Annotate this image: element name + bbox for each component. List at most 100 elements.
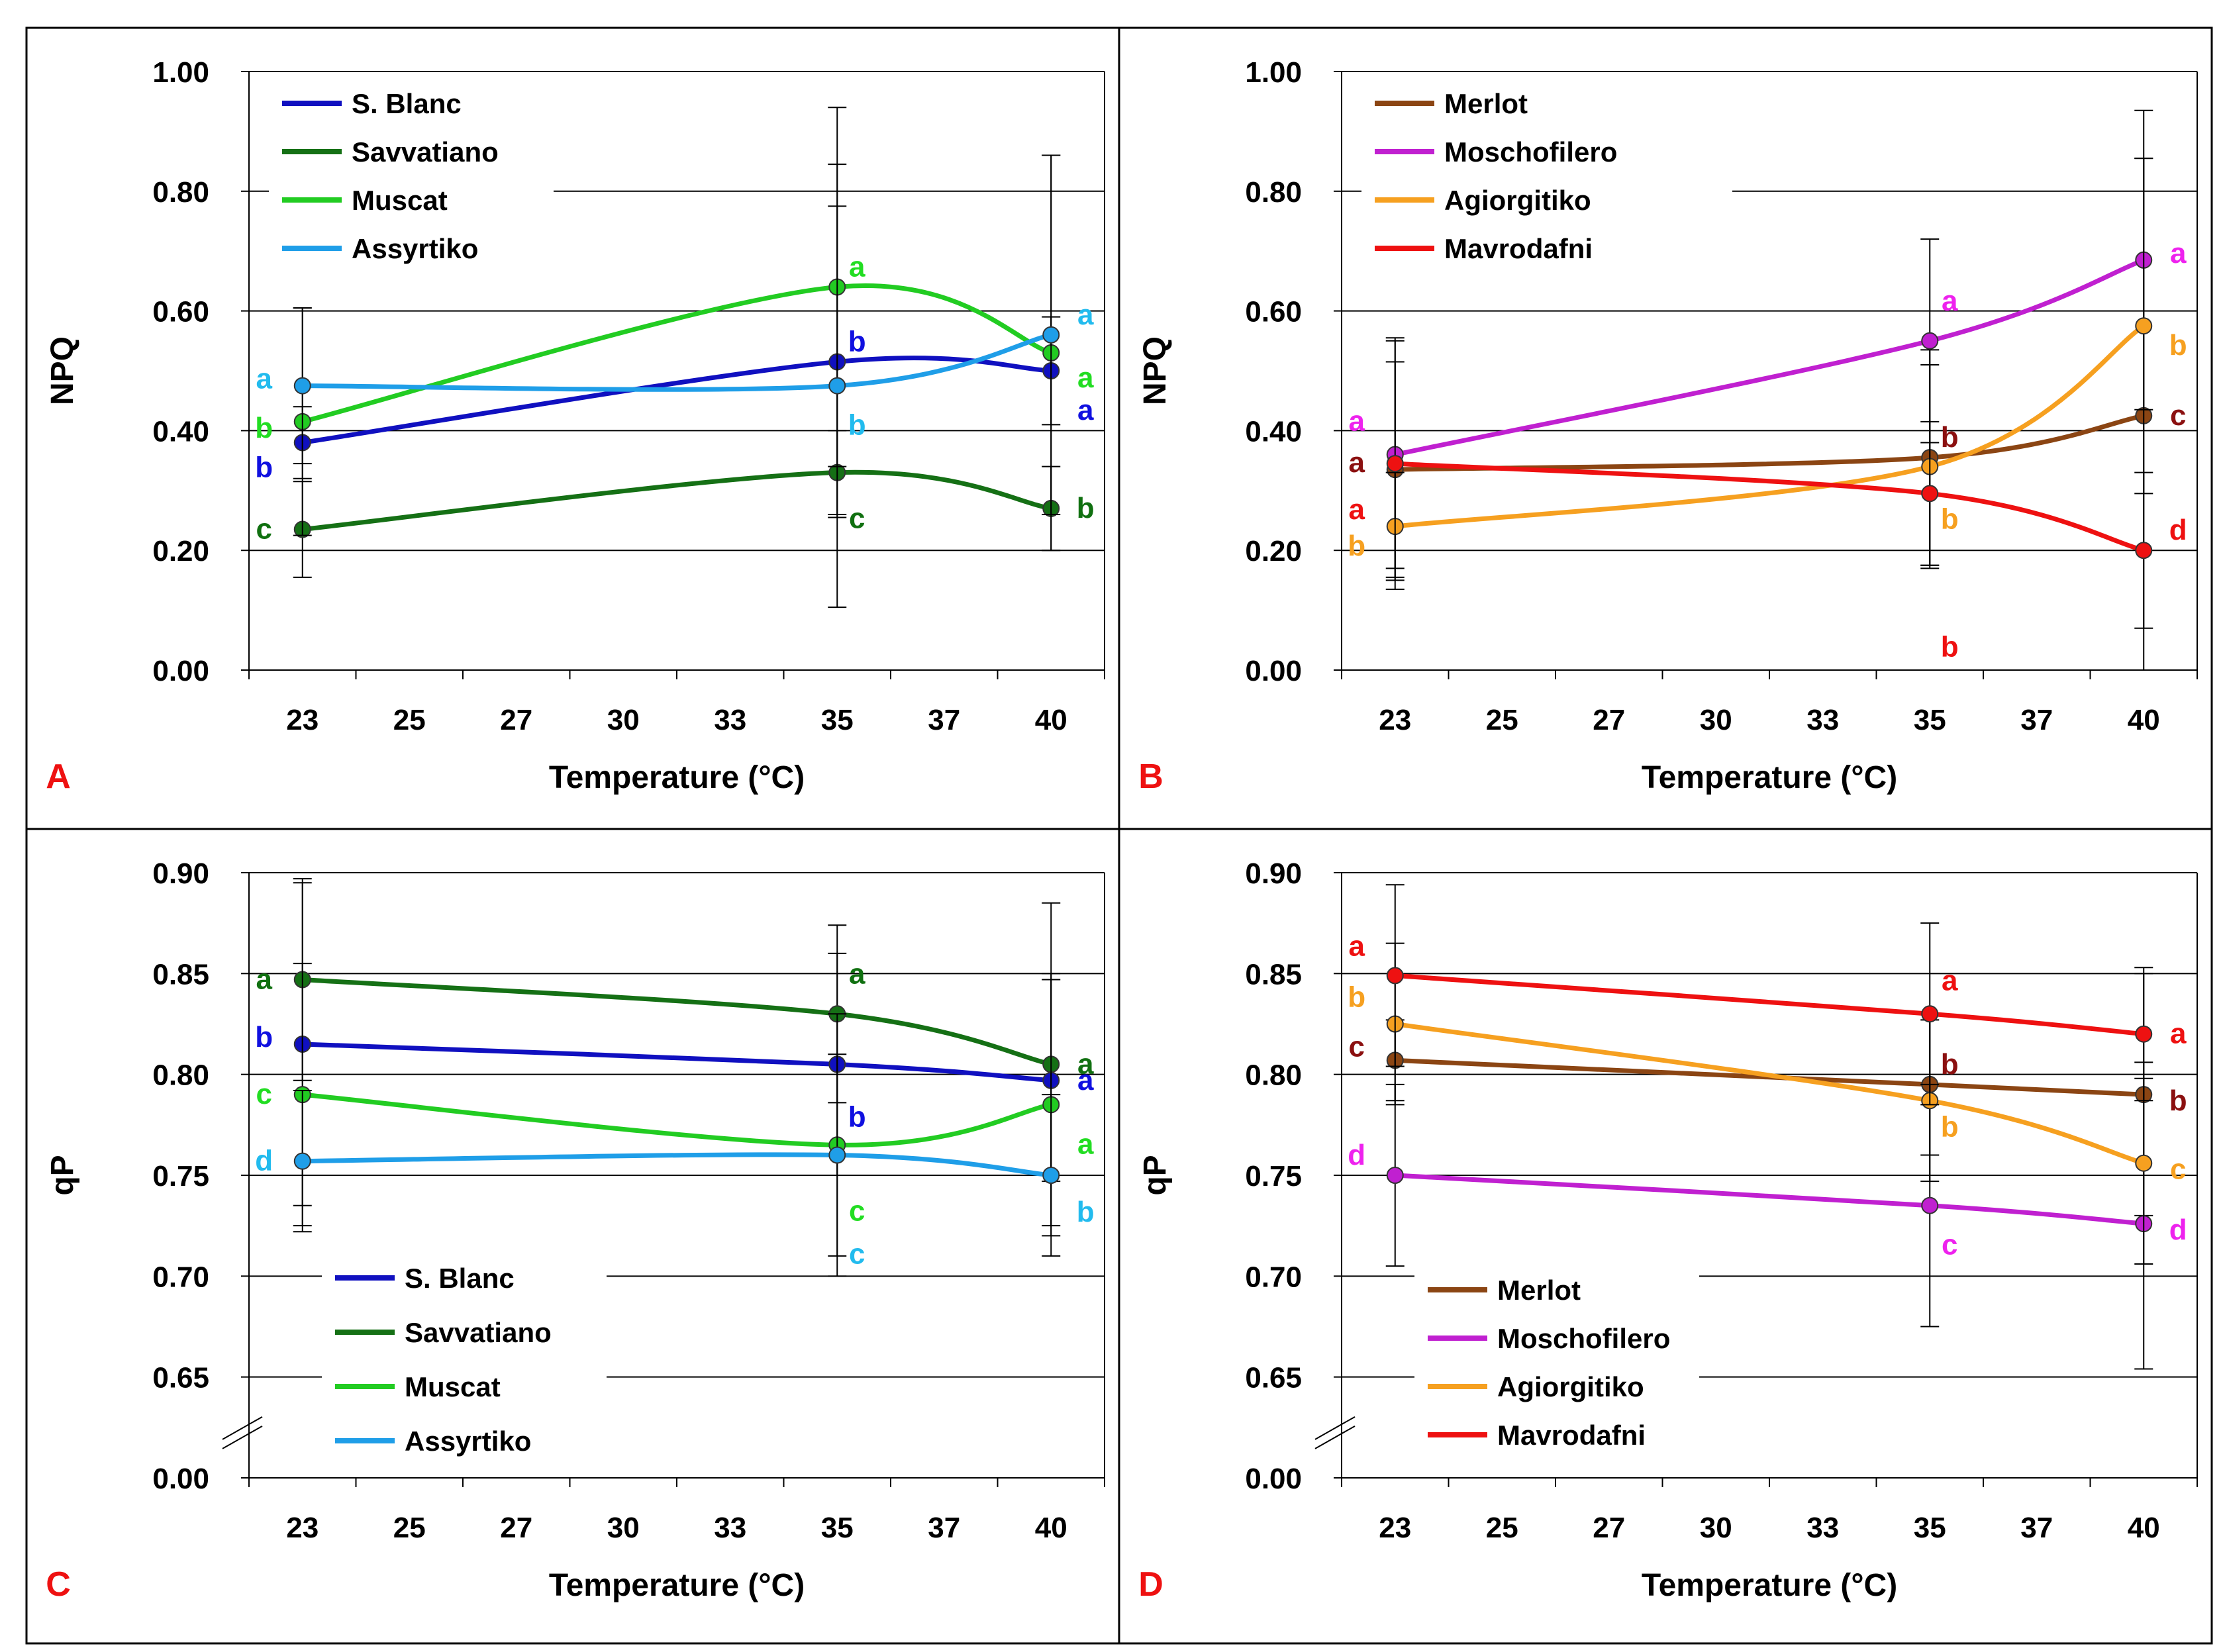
chart_data.0.y_ticks.2: 0.40 <box>152 415 209 448</box>
legend: Merlot Moschofilero Agiorgitiko Mavrodafni <box>1361 77 1732 277</box>
chart_data.0.panel_label: A <box>46 757 71 796</box>
chart_data.3.x_ticks.3: 30 <box>1700 1512 1732 1544</box>
chart_data.0.x_ticks.0: 23 <box>286 704 319 736</box>
chart_data.2.y_ticks.4: 0.80 <box>152 1059 209 1092</box>
series-line <box>302 1092 1052 1147</box>
chart_data.0.x_ticks.7: 40 <box>1035 704 1067 736</box>
chart_data.0.series.1.name: Savvatiano <box>352 136 499 168</box>
series-line <box>302 977 1052 1067</box>
chart_data.3.x_ticks.4: 33 <box>1806 1512 1839 1544</box>
chart_data.0.series.1.letters.2: b <box>1077 492 1095 524</box>
chart_data.2.series.1.letters.0: a <box>256 963 273 995</box>
data-point <box>1921 485 1939 503</box>
chart_data.1.series.3.letters.1: b <box>1941 630 1959 663</box>
data-point <box>293 1152 311 1170</box>
data-point <box>1386 1167 1404 1184</box>
chart_data.3.y_ticks.3: 0.75 <box>1245 1160 1302 1192</box>
chart_data.1.y_ticks.2: 0.40 <box>1245 415 1302 448</box>
chart_data.1.series.0.name: Merlot <box>1444 88 1528 119</box>
chart_data.1.x_ticks.0: 23 <box>1379 704 1411 736</box>
chart_data.2.series.2.name: Muscat <box>405 1371 501 1402</box>
chart_data.1.series.2.name: Agiorgitiko <box>1444 185 1591 216</box>
panel-c: 0.00 0.65 0.70 0.75 0.80 0.85 0.90 23 25 27 30 33 35… <box>45 857 1105 1604</box>
chart_data.3.series.0.letters.2: b <box>2169 1085 2187 1117</box>
chart_data.1.series.0.letters.2: c <box>2170 399 2186 432</box>
chart_data.3.y_ticks.0: 0.00 <box>1245 1463 1302 1495</box>
chart_data.0.series.0.letters.0: b <box>255 451 273 483</box>
chart_data.0.x_ticks.1: 25 <box>393 704 426 736</box>
chart_data.0.y_ticks.3: 0.60 <box>152 296 209 328</box>
series-line <box>1395 1057 2144 1097</box>
chart_data.2.x_ticks.1: 25 <box>393 1512 426 1544</box>
chart_data.2.y_ticks.3: 0.75 <box>152 1160 209 1192</box>
data-point <box>1921 1196 1939 1214</box>
chart_data.3.x_ticks.6: 37 <box>2020 1512 2053 1544</box>
chart_data.3.series.0.letters.0: c <box>1349 1030 1365 1063</box>
chart_data.2.x_ticks.7: 40 <box>1035 1512 1067 1544</box>
chart_data.2.x_ticks.2: 27 <box>500 1512 532 1544</box>
chart_data.0.y_ticks.1: 0.20 <box>152 535 209 567</box>
chart_data.0.x_ticks.4: 33 <box>714 704 746 736</box>
chart_data.3.y_ticks.1: 0.65 <box>1245 1362 1302 1394</box>
chart_data.0.y_ticks.4: 0.80 <box>152 176 209 209</box>
chart_data.3.x_ticks.2: 27 <box>1593 1512 1625 1544</box>
chart_data.2.y_ticks.0: 0.00 <box>152 1463 209 1495</box>
chart_data.0.x_ticks.5: 35 <box>821 704 854 736</box>
chart_data.0.series.2.name: Muscat <box>352 185 448 216</box>
chart_data.2.series.3.letters.2: b <box>1077 1196 1095 1228</box>
chart_data.0.series.2.letters.2: a <box>1077 362 1094 394</box>
chart_data.3.series.2.name: Agiorgitiko <box>1497 1371 1644 1402</box>
chart_data.0.x_ticks.3: 30 <box>607 704 640 736</box>
chart_data.1.series.3.letters.2: d <box>2169 514 2187 546</box>
axis-break-mark <box>1314 1425 1356 1449</box>
panel-b: 0.00 0.20 0.40 0.60 0.80 1.00 23 25 27 30 33 35 37 40… <box>1138 56 2198 796</box>
chart_data.1.series.2.letters.0: b <box>1348 530 1365 562</box>
chart_data.3.y_ticks.6: 0.90 <box>1245 857 1302 890</box>
data-point <box>828 377 846 395</box>
chart_data.1.ylabel: NPQ <box>1138 336 1173 405</box>
chart_data.2.series.0.letters.2: a <box>1077 1064 1094 1096</box>
chart_data.2.series.2.letters.0: c <box>256 1078 272 1110</box>
chart_data.2.x_ticks.4: 33 <box>714 1512 746 1544</box>
chart_data.1.y_ticks.3: 0.60 <box>1245 296 1302 328</box>
chart_data.0.series.3.name: Assyrtiko <box>352 233 478 264</box>
chart_data.3.series.1.name: Moschofilero <box>1497 1323 1670 1354</box>
series-assyrtiko: a b a <box>256 154 1094 608</box>
data-point <box>1042 326 1060 344</box>
series-mavrodafni: a a a <box>1349 884 2187 1106</box>
chart_data.3.series.0.name: Merlot <box>1497 1275 1581 1306</box>
data-point <box>1042 1167 1060 1184</box>
series-line <box>302 1152 1052 1178</box>
data-point <box>2135 1025 2153 1043</box>
chart_data.1.series.2.letters.1: b <box>1941 503 1959 536</box>
chart_data.1.series.1.letters.0: a <box>1349 405 1365 438</box>
chart_data.2.series.1.name: Savvatiano <box>405 1317 552 1348</box>
chart_data.1.series.3.name: Mavrodafni <box>1444 233 1593 264</box>
chart_data.0.series.2.letters.0: b <box>255 412 273 444</box>
series-agiorgitiko: b b b <box>1348 158 2187 581</box>
chart_data.3.y_ticks.4: 0.80 <box>1245 1059 1302 1092</box>
chart_data.0.series.2.letters.1: a <box>849 250 865 283</box>
chart_data.1.x_ticks.3: 30 <box>1700 704 1732 736</box>
chart_data.2.x_ticks.3: 30 <box>607 1512 640 1544</box>
series-line <box>1395 1022 2145 1166</box>
legend-background <box>1361 77 1732 277</box>
chart_data.3.series.1.letters.1: c <box>1942 1229 1957 1261</box>
legend-background <box>269 77 554 277</box>
chart_data.3.series.1.letters.2: d <box>2169 1214 2187 1246</box>
chart_data.0.x_ticks.6: 37 <box>928 704 960 736</box>
series-line <box>1395 461 2145 553</box>
chart_data.3.series.2.letters.1: b <box>1941 1110 1959 1143</box>
chart_data.2.series.3.letters.1: c <box>849 1238 865 1271</box>
data-point <box>1921 332 1939 350</box>
chart_data.3.series.0.letters.1: b <box>1941 1048 1959 1081</box>
legend: Merlot Moschofilero Agiorgitiko Mavrodafni <box>1414 1263 1699 1463</box>
chart_data.1.series.1.letters.2: a <box>2170 237 2187 269</box>
data-point <box>2135 542 2153 559</box>
chart_data.0.x_ticks.2: 27 <box>500 704 532 736</box>
chart_data.2.xlabel: Temperature (°C) <box>549 1568 805 1603</box>
chart_data.2.x_ticks.5: 35 <box>821 1512 854 1544</box>
chart_data.1.panel_label: B <box>1138 757 1163 796</box>
data-point <box>1921 1005 1939 1023</box>
